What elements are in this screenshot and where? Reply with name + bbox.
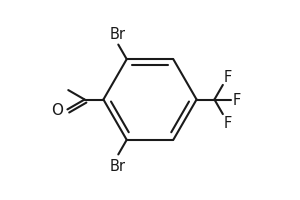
Text: F: F	[233, 93, 241, 107]
Text: Br: Br	[109, 158, 125, 173]
Text: O: O	[51, 102, 63, 117]
Text: Br: Br	[109, 27, 125, 42]
Text: F: F	[224, 70, 232, 84]
Text: F: F	[224, 116, 232, 130]
